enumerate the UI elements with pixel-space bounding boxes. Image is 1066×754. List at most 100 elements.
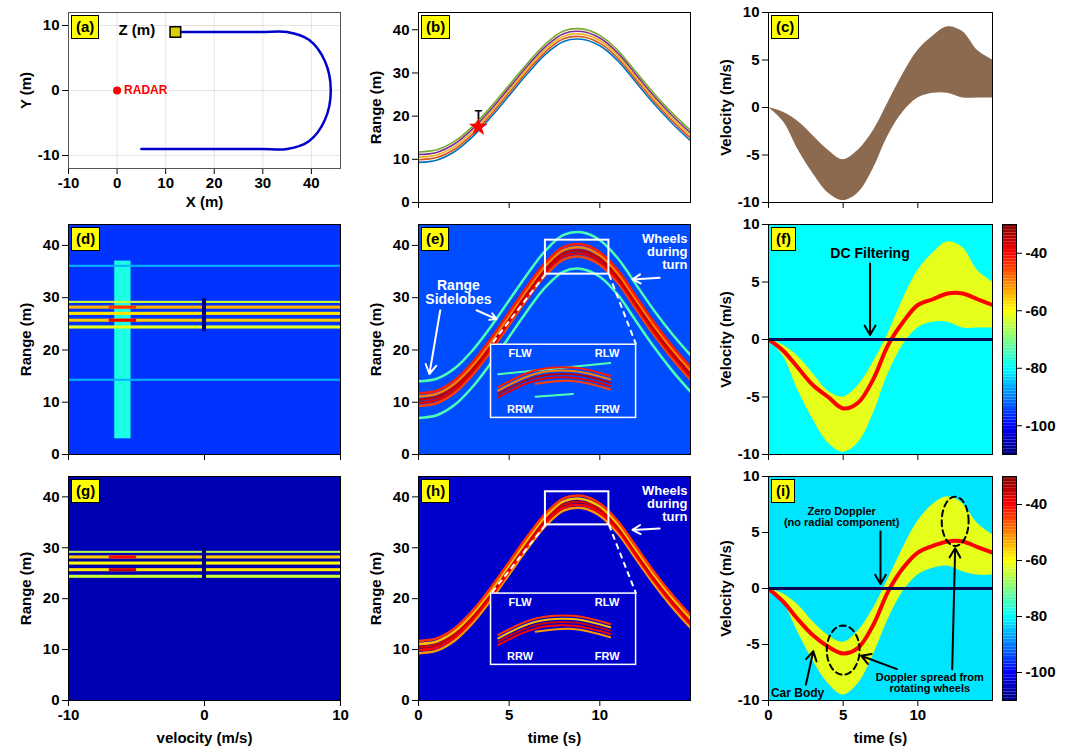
svg-text:Velocity (m/s): Velocity (m/s) xyxy=(717,59,734,156)
svg-text:Range (m): Range (m) xyxy=(367,552,384,625)
svg-text:5: 5 xyxy=(839,706,847,723)
svg-text:RADAR: RADAR xyxy=(124,83,168,97)
svg-text:Zero Doppler(no radial compone: Zero Doppler(no radial component) xyxy=(784,505,900,528)
svg-text:-10: -10 xyxy=(58,706,80,723)
svg-text:0: 0 xyxy=(200,706,208,723)
svg-text:Y (m): Y (m) xyxy=(17,72,34,109)
svg-text:40: 40 xyxy=(43,236,60,253)
svg-text:-80: -80 xyxy=(1026,607,1048,624)
svg-text:Z (m): Z (m) xyxy=(119,21,156,38)
svg-text:0: 0 xyxy=(113,174,121,191)
svg-text:X (m): X (m) xyxy=(186,193,224,210)
svg-text:-10: -10 xyxy=(738,193,760,210)
svg-text:-80: -80 xyxy=(1026,359,1048,376)
svg-text:10: 10 xyxy=(743,467,760,484)
svg-text:30: 30 xyxy=(393,64,410,81)
svg-text:Velocity (m/s): Velocity (m/s) xyxy=(717,540,734,637)
svg-text:40: 40 xyxy=(393,236,410,253)
svg-text:20: 20 xyxy=(393,107,410,124)
svg-text:0: 0 xyxy=(51,445,59,462)
svg-text:5: 5 xyxy=(505,706,513,723)
svg-text:velocity (m/s): velocity (m/s) xyxy=(157,729,253,746)
svg-text:Velocity (m/s): Velocity (m/s) xyxy=(717,291,734,388)
svg-text:RLW: RLW xyxy=(595,347,620,359)
svg-text:-10: -10 xyxy=(38,146,60,163)
svg-text:-60: -60 xyxy=(1026,302,1048,319)
svg-text:40: 40 xyxy=(303,174,320,191)
svg-text:0: 0 xyxy=(401,445,409,462)
svg-text:5: 5 xyxy=(751,523,759,540)
svg-text:10: 10 xyxy=(43,393,60,410)
svg-text:-40: -40 xyxy=(1026,495,1048,512)
svg-text:0: 0 xyxy=(401,193,409,210)
svg-text:30: 30 xyxy=(254,174,271,191)
svg-text:10: 10 xyxy=(909,706,926,723)
svg-text:Wheelsduringturn: Wheelsduringturn xyxy=(642,231,688,272)
svg-text:40: 40 xyxy=(393,21,410,38)
svg-text:20: 20 xyxy=(393,341,410,358)
svg-text:5: 5 xyxy=(751,273,759,290)
svg-text:-100: -100 xyxy=(1026,663,1056,680)
svg-text:10: 10 xyxy=(393,150,410,167)
svg-text:10: 10 xyxy=(157,174,174,191)
svg-text:20: 20 xyxy=(43,589,60,606)
svg-text:5: 5 xyxy=(751,51,759,68)
svg-text:Range (m): Range (m) xyxy=(17,303,34,376)
svg-text:FRW: FRW xyxy=(595,403,620,415)
html-text:(a): (a) xyxy=(76,18,95,35)
svg-text:RangeSidelobes: RangeSidelobes xyxy=(425,277,491,307)
svg-text:FRW: FRW xyxy=(595,650,620,662)
svg-text:FLW: FLW xyxy=(508,347,532,359)
svg-text:Range (m): Range (m) xyxy=(17,552,34,625)
svg-text:-10: -10 xyxy=(58,174,80,191)
svg-text:0: 0 xyxy=(764,706,772,723)
svg-text:-10: -10 xyxy=(738,445,760,462)
svg-text:30: 30 xyxy=(43,539,60,556)
svg-text:10: 10 xyxy=(393,393,410,410)
svg-text:0: 0 xyxy=(414,706,422,723)
svg-text:10: 10 xyxy=(393,640,410,657)
svg-text:-100: -100 xyxy=(1026,417,1056,434)
svg-text:-5: -5 xyxy=(746,388,759,405)
svg-text:T: T xyxy=(475,108,483,122)
svg-text:30: 30 xyxy=(393,288,410,305)
svg-text:40: 40 xyxy=(43,488,60,505)
svg-text:10: 10 xyxy=(43,640,60,657)
svg-text:-60: -60 xyxy=(1026,551,1048,568)
svg-text:FLW: FLW xyxy=(508,596,532,608)
svg-text:RRW: RRW xyxy=(507,650,534,662)
svg-text:10: 10 xyxy=(591,706,608,723)
svg-text:RRW: RRW xyxy=(507,403,534,415)
svg-text:10: 10 xyxy=(332,706,349,723)
svg-text:-10: -10 xyxy=(738,691,760,708)
svg-text:30: 30 xyxy=(393,539,410,556)
svg-text:10: 10 xyxy=(43,16,60,33)
svg-text:Range (m): Range (m) xyxy=(367,303,384,376)
svg-text:RLW: RLW xyxy=(595,596,620,608)
html-text:(d): (d) xyxy=(76,230,96,247)
svg-text:Range (m): Range (m) xyxy=(367,71,384,144)
html-text:(b): (b) xyxy=(426,18,446,35)
svg-text:20: 20 xyxy=(43,341,60,358)
svg-text:time (s): time (s) xyxy=(528,729,581,746)
svg-text:Car Body: Car Body xyxy=(771,686,825,700)
svg-text:Wheelsduringturn: Wheelsduringturn xyxy=(642,483,688,524)
html-text:(c): (c) xyxy=(776,18,795,35)
svg-text:-5: -5 xyxy=(746,635,759,652)
svg-text:10: 10 xyxy=(743,3,760,20)
svg-text:20: 20 xyxy=(206,174,223,191)
svg-text:-40: -40 xyxy=(1026,244,1048,261)
svg-text:30: 30 xyxy=(43,288,60,305)
svg-text:0: 0 xyxy=(751,330,759,347)
svg-text:0: 0 xyxy=(751,98,759,115)
svg-text:40: 40 xyxy=(393,488,410,505)
svg-text:10: 10 xyxy=(743,215,760,232)
svg-text:DC Filtering: DC Filtering xyxy=(830,245,909,261)
svg-text:20: 20 xyxy=(393,589,410,606)
svg-text:0: 0 xyxy=(751,579,759,596)
svg-text:Doppler spread fromrotating wh: Doppler spread fromrotating wheels xyxy=(876,671,984,694)
svg-text:time (s): time (s) xyxy=(854,729,907,746)
svg-text:-5: -5 xyxy=(746,146,759,163)
svg-text:0: 0 xyxy=(401,691,409,708)
svg-text:0: 0 xyxy=(51,81,59,98)
